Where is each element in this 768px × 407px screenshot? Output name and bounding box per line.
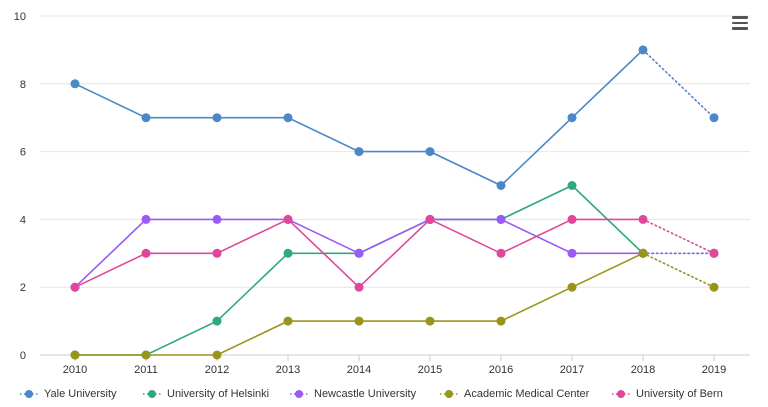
legend-item[interactable]: University of Helsinki bbox=[143, 388, 269, 400]
x-tick-label: 2014 bbox=[347, 364, 371, 376]
x-tick-label: 2011 bbox=[134, 364, 158, 376]
data-point[interactable] bbox=[212, 113, 222, 123]
y-tick-label: 10 bbox=[14, 11, 26, 23]
menu-bar-icon bbox=[732, 21, 748, 24]
data-point[interactable] bbox=[425, 147, 435, 157]
y-tick-label: 6 bbox=[20, 147, 26, 159]
y-tick-label: 2 bbox=[20, 282, 26, 294]
x-tick-label: 2015 bbox=[418, 364, 442, 376]
chart-legend: Yale University University of Helsinki New… bbox=[0, 384, 768, 406]
data-point[interactable] bbox=[567, 214, 577, 224]
y-tick-label: 8 bbox=[20, 79, 26, 91]
legend-label: University of Helsinki bbox=[167, 388, 270, 400]
data-point[interactable] bbox=[354, 316, 364, 326]
data-point[interactable] bbox=[567, 181, 577, 190]
data-point[interactable] bbox=[496, 316, 506, 326]
legend-label: Yale University bbox=[44, 388, 117, 400]
x-tick-label: 2012 bbox=[205, 364, 229, 376]
legend-marker-icon bbox=[290, 390, 308, 398]
data-point[interactable] bbox=[212, 350, 222, 360]
data-point[interactable] bbox=[212, 214, 222, 224]
series-line bbox=[75, 184, 644, 356]
legend-label: Newcastle University bbox=[314, 388, 417, 400]
legend-marker-icon bbox=[143, 390, 161, 398]
data-point[interactable] bbox=[567, 248, 577, 258]
data-point[interactable] bbox=[70, 282, 80, 292]
data-point[interactable] bbox=[141, 214, 151, 224]
data-point[interactable] bbox=[141, 248, 151, 258]
x-tick-label: 2013 bbox=[276, 364, 300, 376]
data-point[interactable] bbox=[70, 79, 80, 89]
series-projected-line bbox=[642, 218, 715, 255]
legend-item[interactable]: Academic Medical Center bbox=[440, 388, 589, 400]
data-point[interactable] bbox=[283, 113, 293, 123]
legend-item[interactable]: Yale University bbox=[20, 388, 117, 400]
legend-label: Academic Medical Center bbox=[464, 388, 590, 400]
chart-menu-button[interactable] bbox=[732, 16, 748, 30]
data-point[interactable] bbox=[638, 248, 648, 258]
legend-marker-icon bbox=[20, 390, 38, 398]
data-point[interactable] bbox=[141, 350, 151, 360]
data-point[interactable] bbox=[354, 248, 364, 258]
data-point[interactable] bbox=[638, 45, 648, 55]
data-point[interactable] bbox=[638, 214, 648, 224]
x-tick-label: 2019 bbox=[702, 364, 726, 376]
series-line bbox=[74, 49, 644, 187]
data-point[interactable] bbox=[283, 248, 293, 258]
data-point[interactable] bbox=[283, 316, 293, 326]
data-point[interactable] bbox=[709, 282, 719, 292]
x-tick-label: 2016 bbox=[489, 364, 513, 376]
legend-label: University of Bern bbox=[636, 388, 723, 400]
data-point[interactable] bbox=[496, 214, 506, 224]
series-projected-line bbox=[642, 252, 715, 289]
data-point[interactable] bbox=[709, 248, 719, 258]
data-point[interactable] bbox=[70, 350, 80, 360]
data-point[interactable] bbox=[283, 214, 293, 224]
legend-marker-icon bbox=[440, 390, 458, 398]
menu-bar-icon bbox=[732, 27, 748, 30]
line-chart: 0 2 4 6 8 10 2010 2011 2012 2013 2014 2015 2016 2017 2… bbox=[14, 11, 750, 376]
menu-bar-icon bbox=[732, 16, 748, 19]
series-projected-line bbox=[642, 49, 715, 119]
x-tick-label: 2010 bbox=[63, 364, 87, 376]
legend-item[interactable]: Newcastle University bbox=[290, 388, 416, 400]
x-tick-label: 2017 bbox=[560, 364, 584, 376]
data-point[interactable] bbox=[354, 147, 364, 157]
data-point[interactable] bbox=[567, 282, 577, 292]
data-point[interactable] bbox=[567, 113, 577, 123]
data-point[interactable] bbox=[425, 316, 435, 326]
data-point[interactable] bbox=[709, 113, 719, 123]
data-point[interactable] bbox=[141, 113, 151, 123]
data-point[interactable] bbox=[425, 214, 435, 224]
series-line bbox=[75, 252, 644, 356]
legend-marker-icon bbox=[612, 390, 630, 398]
y-tick-label: 4 bbox=[20, 214, 26, 226]
data-point[interactable] bbox=[212, 248, 222, 258]
x-tick-label: 2018 bbox=[631, 364, 655, 376]
y-tick-label: 0 bbox=[20, 350, 26, 362]
data-point[interactable] bbox=[496, 181, 506, 190]
legend-item[interactable]: University of Bern bbox=[612, 388, 723, 400]
data-point[interactable] bbox=[354, 282, 364, 292]
data-point[interactable] bbox=[212, 316, 222, 326]
data-point[interactable] bbox=[496, 248, 506, 258]
